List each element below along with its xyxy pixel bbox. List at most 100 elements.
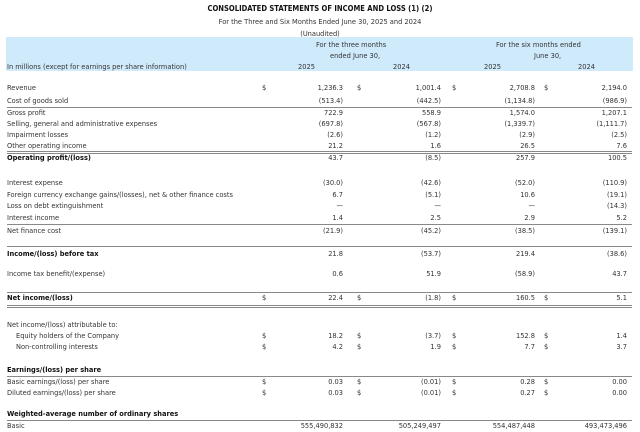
currency-symbol: $	[262, 388, 267, 397]
units-label: In millions (except for earnings per sha…	[7, 62, 187, 71]
statement-title: CONSOLIDATED STATEMENTS OF INCOME AND LO…	[207, 4, 433, 13]
year-col-3: 2025	[484, 62, 501, 71]
row-value: (567.8)	[416, 119, 441, 128]
currency-symbol: $	[544, 293, 549, 302]
six-months-header-2: June 30,	[534, 51, 562, 60]
row-value: 505,249,497	[398, 421, 441, 430]
table-row: Net income/(loss) $22.4 $ (1.8) $160.5 $5.1	[0, 293, 640, 304]
row-label: Gross profit	[7, 108, 46, 117]
row-value: 558.9	[421, 108, 441, 117]
row-value: 0.03	[328, 388, 343, 397]
row-label: Other operating income	[7, 141, 87, 150]
row-label: Selling, general and administrative expe…	[7, 119, 158, 128]
row-value: 26.5	[520, 141, 535, 150]
row-value: 21.2	[328, 141, 343, 150]
currency-symbol: $	[262, 377, 267, 386]
row-value: (0.01)	[421, 388, 441, 397]
rule	[7, 305, 632, 308]
row-label: Foreign currency exchange gains/(losses)…	[7, 190, 233, 199]
row-value: 1.4	[616, 331, 627, 340]
table-row: Other operating income 21.2 1.6 26.5 7.6	[0, 141, 640, 152]
rule	[7, 224, 632, 225]
row-value: —	[528, 201, 535, 210]
three-months-header: For the three months	[316, 40, 387, 49]
row-label: Earnings/(loss) per share	[7, 365, 102, 374]
row-label: Revenue	[7, 83, 36, 92]
row-label: Diluted earnings/(loss) per share	[7, 388, 116, 397]
unaudited-note: (Unaudited)	[300, 29, 340, 38]
row-value: 1.9	[430, 342, 441, 351]
row-value: (8.5)	[425, 153, 441, 162]
row-value: (2.6)	[327, 130, 343, 139]
row-value: (2.9)	[519, 130, 535, 139]
row-value: —	[336, 201, 343, 210]
row-value: 22.4	[328, 293, 343, 302]
row-value: 219.4	[515, 249, 535, 258]
row-value: (3.7)	[425, 331, 441, 340]
row-value: 2,194.0	[601, 83, 627, 92]
currency-symbol: $	[357, 293, 362, 302]
row-value: (986.9)	[602, 96, 627, 105]
row-label: Basic	[7, 421, 25, 430]
table-row: Basic 555,490,832 505,249,497 554,487,448 49…	[0, 421, 640, 432]
currency-symbol: $	[262, 293, 267, 302]
row-value: 4.2	[332, 342, 343, 351]
row-label: Cost of goods sold	[7, 96, 69, 105]
statement-subtitle: For the Three and Six Months Ended June …	[218, 17, 422, 26]
row-value: (442.5)	[416, 96, 441, 105]
row-value: 0.00	[612, 388, 627, 397]
row-value: 0.27	[520, 388, 535, 397]
row-value: 7.6	[616, 141, 627, 150]
table-row: Net income/(loss) attributable to:	[0, 320, 640, 331]
row-value: 0.00	[612, 377, 627, 386]
row-value: 5.2	[616, 213, 627, 222]
row-value: (58.9)	[515, 269, 535, 278]
row-value: 7.7	[524, 342, 535, 351]
row-value: 100.5	[607, 153, 627, 162]
currency-symbol: $	[357, 377, 362, 386]
row-value: (5.1)	[425, 190, 441, 199]
row-value: 554,487,448	[492, 421, 535, 430]
row-value: 6.7	[332, 190, 343, 199]
currency-symbol: $	[544, 331, 549, 340]
row-value: (1,111.7)	[596, 119, 627, 128]
row-value: 51.9	[426, 269, 441, 278]
row-value: (45.2)	[421, 226, 441, 235]
three-months-header-2: ended June 30,	[330, 51, 381, 60]
currency-symbol: $	[452, 377, 457, 386]
column-header-band	[6, 37, 633, 71]
row-value: (21.9)	[323, 226, 343, 235]
row-value: (30.0)	[323, 178, 343, 187]
row-label: Weighted-average number of ordinary shar…	[7, 409, 179, 418]
currency-symbol: $	[452, 83, 457, 92]
table-row: Income/(loss) before tax 21.8 (53.7) 219.4 (…	[0, 249, 640, 260]
row-value: 2.5	[430, 213, 441, 222]
row-label: Income/(loss) before tax	[7, 249, 99, 258]
row-value: 0.6	[332, 269, 343, 278]
row-value: 555,490,832	[300, 421, 343, 430]
row-value: (1,339.7)	[504, 119, 535, 128]
row-label: Impairment losses	[7, 130, 69, 139]
currency-symbol: $	[357, 331, 362, 340]
currency-symbol: $	[262, 83, 267, 92]
row-label: Interest income	[7, 213, 60, 222]
row-value: (42.6)	[421, 178, 441, 187]
row-value: 10.6	[520, 190, 535, 199]
table-row: Gross profit 722.9 558.9 1,574.0 1,207.1	[0, 108, 640, 119]
table-row: Impairment losses (2.6) (1.2) (2.9) (2.5)	[0, 130, 640, 141]
row-value: 2,708.8	[509, 83, 535, 92]
row-label: Interest expense	[7, 178, 63, 187]
year-col-4: 2024	[578, 62, 595, 71]
currency-symbol: $	[262, 331, 267, 340]
rule	[7, 151, 632, 154]
row-value: (53.7)	[421, 249, 441, 258]
currency-symbol: $	[357, 388, 362, 397]
row-value: 1.6	[430, 141, 441, 150]
row-value: 152.8	[515, 331, 535, 340]
row-label: Operating profit/(loss)	[7, 153, 91, 162]
row-label: Income tax benefit/(expense)	[7, 269, 106, 278]
table-row: Basic earnings/(loss) per share $0.03 $ (0.…	[0, 377, 640, 388]
currency-symbol: $	[544, 377, 549, 386]
currency-symbol: $	[544, 342, 549, 351]
table-row: Net finance cost (21.9) (45.2) (38.5) (139.1…	[0, 226, 640, 237]
